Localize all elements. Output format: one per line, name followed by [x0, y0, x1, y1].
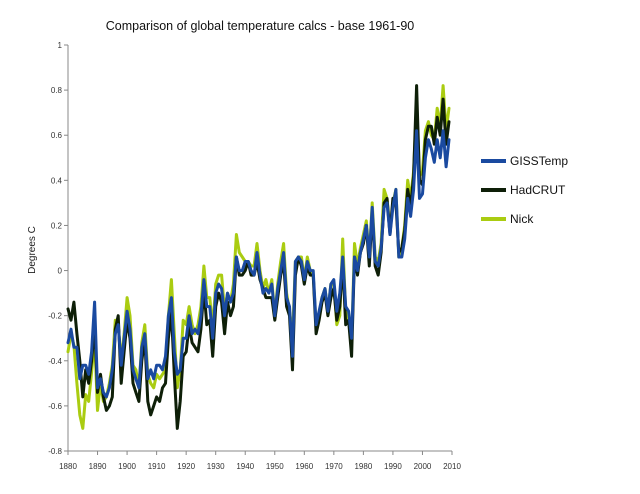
y-tick-label: 0.8 [51, 86, 63, 95]
series-line-gisstemp [66, 129, 451, 399]
legend-label-nick: Nick [510, 212, 534, 226]
y-tick-label: -0.4 [48, 357, 62, 366]
x-tick-label: 1990 [384, 462, 402, 471]
y-axis-ticks: -0.8 -0.6 -0.4 -0.2 0 0.2 0.4 0.6 0.8 1 [48, 41, 68, 456]
x-tick-label: 1980 [354, 462, 372, 471]
legend: GISSTemp HadCRUT Nick [481, 154, 568, 226]
x-tick-label: 1970 [325, 462, 343, 471]
x-tick-label: 1900 [118, 462, 136, 471]
legend-label-gisstemp: GISSTemp [510, 154, 568, 168]
x-tick-label: 1930 [207, 462, 225, 471]
y-tick-label: -0.8 [48, 447, 62, 456]
x-tick-label: 1880 [59, 462, 77, 471]
axes [67, 45, 452, 452]
x-tick-label: 2000 [414, 462, 432, 471]
legend-label-hadcrut: HadCRUT [510, 183, 566, 197]
x-axis-ticks: 1880 1890 1900 1910 1920 1930 1940 1950 1960 1970… [59, 451, 461, 471]
x-tick-label: 1920 [177, 462, 195, 471]
y-tick-label: -0.6 [48, 402, 62, 411]
y-tick-label: 0 [58, 267, 63, 276]
x-tick-label: 2010 [443, 462, 461, 471]
x-tick-label: 1940 [236, 462, 254, 471]
chart-title: Comparison of global temperature calcs -… [106, 19, 415, 33]
y-axis-label: Degrees C [27, 226, 38, 274]
series-layer [66, 84, 451, 430]
y-tick-label: -0.2 [48, 312, 62, 321]
y-tick-label: 0.6 [51, 131, 63, 140]
x-tick-label: 1960 [295, 462, 313, 471]
y-tick-label: 0.4 [51, 176, 63, 185]
x-tick-label: 1910 [148, 462, 166, 471]
x-tick-label: 1890 [89, 462, 107, 471]
y-tick-label: 0.2 [51, 221, 63, 230]
y-tick-label: 1 [58, 41, 63, 50]
x-tick-label: 1950 [266, 462, 284, 471]
